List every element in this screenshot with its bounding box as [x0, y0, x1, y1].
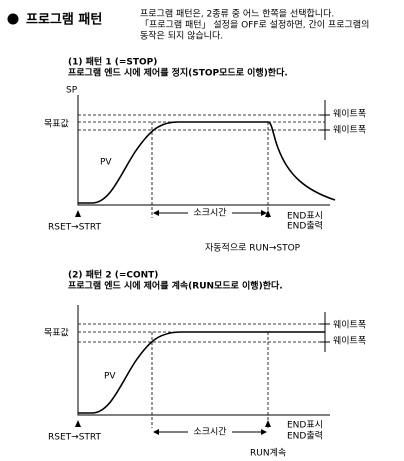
pattern-title: (2) 패턴 2 (=CONT) [68, 269, 158, 281]
pattern-2: (2) 패턴 2 (=CONT) 프로그램 엔드 시에 제어를 계속(RUN모드… [44, 269, 366, 459]
pattern-subtitle: 프로그램 엔드 시에 제어를 정지(STOP모드로 이행)한다. [68, 67, 288, 79]
axis-label: SP [66, 86, 78, 96]
pattern-title: (1) 패턴 1 (=STOP) [68, 56, 157, 68]
axis [77, 305, 330, 416]
wait-label: 웨이트폭 [333, 335, 366, 347]
label-bg [188, 208, 232, 218]
pattern-subtitle: 프로그램 엔드 시에 제어를 계속(RUN모드로 이행)한다. [68, 280, 283, 292]
pattern-1: (1) 패턴 1 (=STOP) 프로그램 엔드 시에 제어를 정지(STOP모… [44, 56, 366, 254]
pv-label: PV [104, 372, 116, 382]
target-label: 목표값 [44, 118, 69, 130]
label-bg [188, 427, 232, 437]
target-label: 목표값 [44, 327, 69, 339]
wait-tick [320, 114, 330, 131]
note: RUN계속 [250, 447, 286, 459]
header-title: 프로그램 패턴 [26, 12, 102, 28]
wait-band [78, 323, 325, 343]
start-label: RSET→STRT [48, 223, 102, 233]
description: 동작은 되지 않습니다. [140, 31, 223, 42]
end-output: END출력 [287, 220, 323, 232]
soak-label: 소크시간 [193, 208, 226, 219]
wait-label: 웨이트폭 [333, 319, 366, 331]
marker-line [151, 122, 269, 218]
pv-curve [78, 121, 336, 204]
soak-label: 소크시간 [193, 427, 226, 438]
description: 프로그램 패턴은, 2종류 중 어느 한쪽을 선택합니다. [140, 8, 334, 20]
note: 자동적으로 RUN→STOP [205, 242, 301, 254]
wait-band [78, 114, 325, 131]
bullet [7, 13, 19, 25]
start-label: RSET→STRT [48, 433, 102, 443]
end-output: END출력 [287, 430, 323, 442]
end-display: END표시 [287, 211, 323, 222]
marker-line [151, 332, 269, 428]
pv-label: PV [100, 158, 112, 168]
pv-curve [78, 331, 325, 414]
trigger [75, 420, 271, 427]
wait-tick [320, 323, 330, 343]
wait-label: 웨이트폭 [333, 108, 366, 120]
wait-label: 웨이트폭 [333, 124, 366, 136]
axis [77, 95, 330, 206]
description: 「프로그램 패턴」 설정을 OFF로 설정하면, 간이 프로그램의 [140, 19, 369, 31]
end-display: END표시 [287, 420, 323, 431]
